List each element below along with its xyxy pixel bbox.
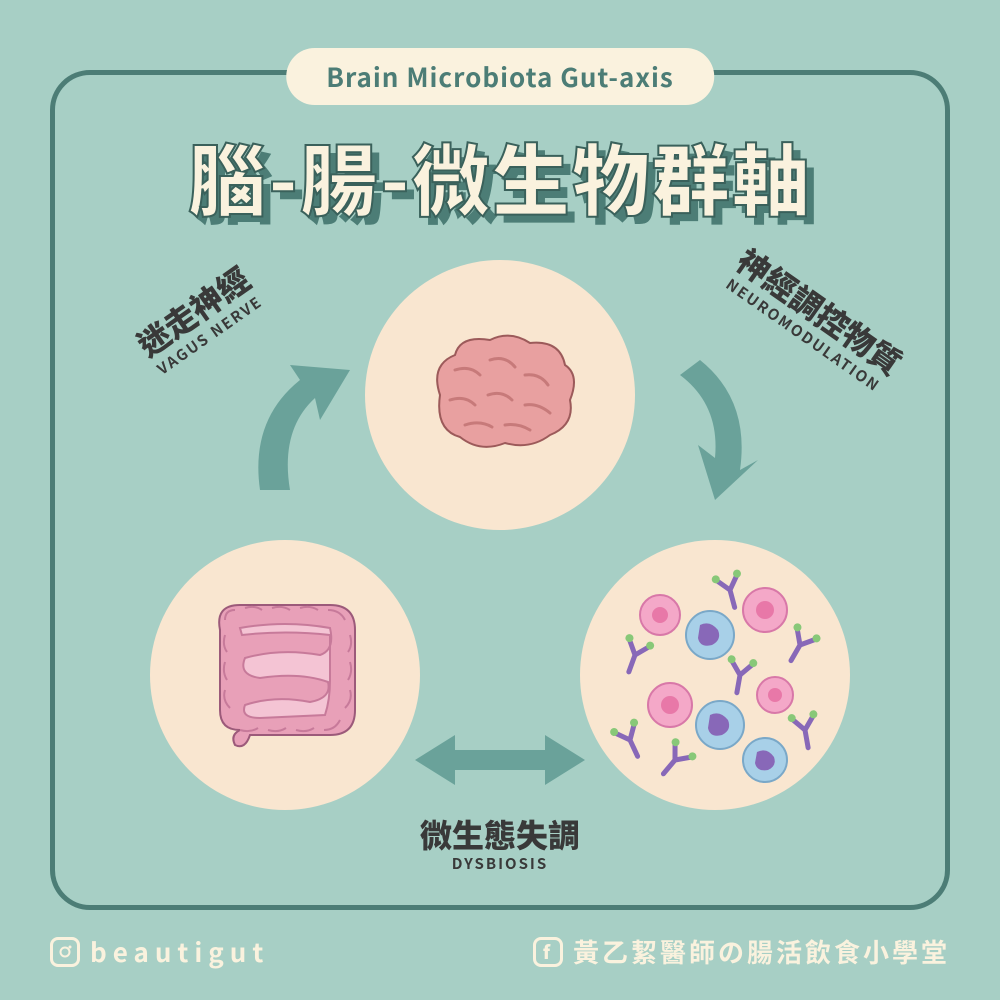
node-brain: [365, 260, 635, 530]
facebook-icon: f: [533, 937, 563, 967]
subtitle-pill: Brain Microbiota Gut-axis: [286, 48, 714, 105]
arrow-double: [415, 730, 585, 790]
facebook-handle: f 黃乙絜醫師の腸活飲食小學堂: [533, 933, 950, 970]
instagram-icon: [50, 937, 80, 967]
node-microbiota: [580, 540, 850, 810]
label-dysbiosis-cn: 微生態失調: [420, 815, 580, 853]
arrow-right-down: [640, 360, 760, 500]
instagram-handle: beautigut: [50, 933, 269, 970]
gut-icon: [190, 580, 380, 770]
brain-icon: [410, 325, 590, 465]
title-wrap: 腦-腸-微生物群軸 腦-腸-微生物群軸: [0, 120, 1000, 232]
footer: beautigut f 黃乙絜醫師の腸活飲食小學堂: [50, 933, 950, 970]
diagram-area: 迷走神經 VAGUS NERVE 神經調控物質 NEUROMODULATION …: [50, 230, 950, 900]
facebook-text: 黃乙絜醫師の腸活飲食小學堂: [573, 933, 950, 970]
microbiota-icon: [600, 560, 830, 790]
subtitle-text: Brain Microbiota Gut-axis: [326, 58, 674, 95]
instagram-text: beautigut: [90, 933, 269, 970]
node-gut: [150, 540, 420, 810]
label-dysbiosis: 微生態失調 DYSBIOSIS: [420, 815, 580, 874]
arrow-left-up: [240, 360, 360, 500]
title-main: 腦-腸-微生物群軸: [0, 120, 1000, 232]
